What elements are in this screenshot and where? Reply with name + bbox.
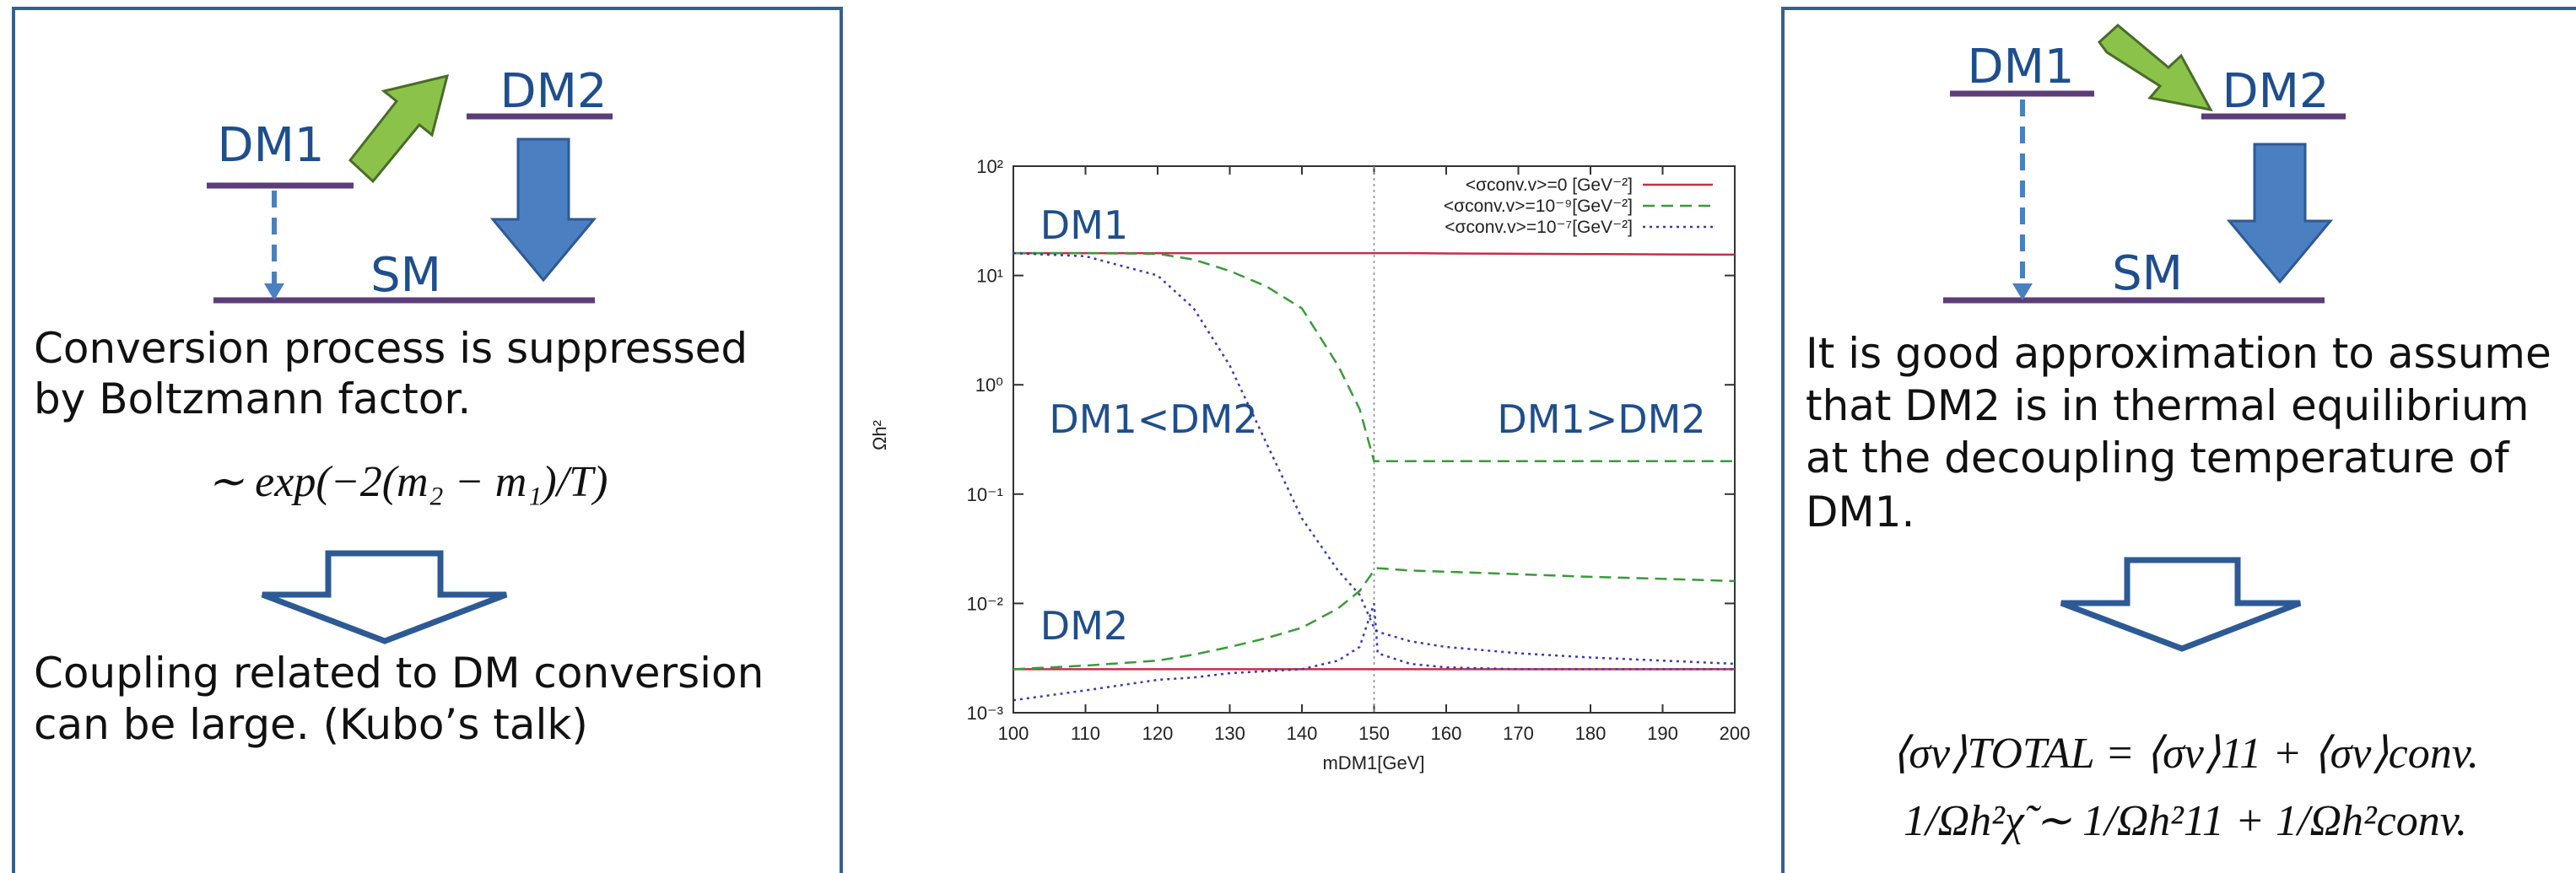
dm2-label: DM2 (500, 64, 607, 119)
x-tick-label: 160 (1431, 723, 1462, 744)
text-line: DM1. (1806, 488, 1914, 536)
x-tick-label: 190 (1647, 723, 1678, 744)
x-tick-label: 170 (1503, 723, 1534, 744)
x-tick-label: 130 (1214, 723, 1245, 744)
right-box (1781, 7, 2576, 873)
sm-label: SM (2112, 246, 2183, 301)
y-tick-label: 10¹ (976, 266, 1003, 287)
line (1013, 251, 1736, 256)
green-arrow (348, 73, 450, 184)
annotation: DM1 (1040, 202, 1128, 248)
blue-arrow (2226, 143, 2334, 284)
x-tick-label: 110 (1071, 723, 1100, 744)
x-tick-label: 180 (1575, 723, 1607, 744)
text-line: Coupling related to DM conversion (34, 649, 764, 698)
annotation: DM1<DM2 (1049, 396, 1257, 442)
x-tick-label: 150 (1358, 723, 1390, 744)
line (1013, 251, 1736, 666)
text-line: Conversion process is suppressed (34, 324, 748, 373)
legend-label: <σconv.v>=0 [GeV⁻²] (1466, 175, 1633, 195)
text-line: that DM2 is in thermal equilibrium (1806, 381, 2529, 430)
x-tick-label: 120 (1142, 723, 1174, 744)
line (1013, 567, 1736, 671)
y-tick-label: 10⁻¹ (967, 484, 1003, 505)
y-tick-label: 10⁻² (967, 593, 1003, 614)
y-tick-label: 10² (976, 156, 1003, 177)
arrow-head (2012, 283, 2033, 300)
x-tick-label: 100 (998, 723, 1029, 744)
y-axis-label: Ωh² (869, 420, 890, 450)
x-tick-label: 200 (1720, 723, 1751, 744)
y-tick-label: 10⁻³ (967, 703, 1003, 724)
text-line: by Boltzmann factor. (34, 375, 471, 423)
y-tick-label: 10⁰ (975, 375, 1003, 396)
hollow-arrow (2060, 557, 2302, 652)
formula: 1/Ωh²χ̃ ∼ 1/Ωh²11 + 1/Ωh²conv. (1904, 797, 2467, 845)
dm1-label: DM1 (1967, 40, 2074, 94)
left-box (12, 7, 843, 873)
line (1013, 251, 1735, 463)
arrow-head (264, 283, 284, 300)
sm-label: SM (370, 248, 441, 303)
annotation: DM2 (1040, 603, 1128, 649)
hollow-arrow (261, 550, 508, 644)
text-line: at the decoupling temperature of (1806, 434, 2510, 482)
text-line: It is good approximation to assume (1806, 329, 2552, 378)
formula: ⟨σv⟩TOTAL = ⟨σv⟩11 + ⟨σv⟩conv. (1892, 730, 2479, 778)
dm1-label: DM1 (217, 118, 324, 173)
line (1013, 603, 1735, 702)
x-tick-label: 140 (1287, 723, 1318, 744)
annotation: DM1>DM2 (1497, 396, 1705, 442)
legend-label: <σconv.v>=10⁻⁷[GeV⁻²] (1445, 218, 1633, 237)
text-line: can be large. (Kubo’s talk) (34, 700, 588, 749)
blue-arrow (489, 137, 597, 283)
green-arrow (2097, 24, 2213, 112)
x-axis-label: mDM1[GeV] (1322, 752, 1424, 773)
legend-label: <σconv.v>=10⁻⁹[GeV⁻²] (1444, 197, 1633, 216)
formula: ∼ exp(−2(m₂ − m₁)/T) (208, 458, 608, 506)
dm2-label: DM2 (2222, 64, 2329, 119)
